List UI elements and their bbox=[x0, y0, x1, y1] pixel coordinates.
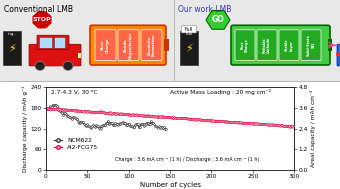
Text: ⚡: ⚡ bbox=[185, 45, 193, 55]
FancyBboxPatch shape bbox=[231, 25, 330, 65]
Text: Charge : 3.6 mA cm⁻² (1 h) / Discharge : 3.6 mA cm⁻² (1 h): Charge : 3.6 mA cm⁻² (1 h) / Discharge :… bbox=[115, 157, 260, 162]
Text: Solid-State
SEI: Solid-State SEI bbox=[307, 34, 315, 56]
FancyBboxPatch shape bbox=[29, 44, 81, 66]
Text: Slow
Charge: Slow Charge bbox=[101, 37, 110, 53]
Text: Full: Full bbox=[185, 27, 193, 32]
Text: ⚡: ⚡ bbox=[8, 45, 16, 55]
Bar bbox=[328, 39, 332, 51]
Text: STOP: STOP bbox=[33, 17, 51, 22]
Text: Our work LMB: Our work LMB bbox=[178, 5, 232, 14]
FancyBboxPatch shape bbox=[54, 37, 66, 48]
Bar bbox=[164, 39, 169, 51]
Circle shape bbox=[63, 61, 73, 70]
Text: Anode
Degradation: Anode Degradation bbox=[124, 32, 133, 59]
FancyBboxPatch shape bbox=[37, 35, 69, 50]
Polygon shape bbox=[32, 11, 52, 29]
FancyBboxPatch shape bbox=[279, 30, 299, 60]
FancyBboxPatch shape bbox=[118, 30, 139, 60]
X-axis label: Number of cycles: Number of cycles bbox=[139, 182, 201, 188]
FancyBboxPatch shape bbox=[182, 26, 197, 33]
Text: ing..: ing.. bbox=[7, 32, 16, 36]
Legend: NCM622, Al2-FCG75: NCM622, Al2-FCG75 bbox=[51, 136, 101, 152]
Text: Conventional LMB: Conventional LMB bbox=[4, 5, 73, 14]
Text: Dendrite
Formation: Dendrite Formation bbox=[147, 34, 156, 56]
Bar bbox=[180, 31, 198, 65]
FancyBboxPatch shape bbox=[337, 44, 340, 66]
Bar bbox=[78, 53, 81, 58]
Text: 2.7-4.3 V, 30 ᵒC: 2.7-4.3 V, 30 ᵒC bbox=[51, 89, 97, 94]
FancyBboxPatch shape bbox=[95, 30, 116, 60]
Text: GO: GO bbox=[211, 15, 224, 24]
Y-axis label: Areal capacity / mAh cm⁻²: Areal capacity / mAh cm⁻² bbox=[310, 90, 317, 167]
FancyBboxPatch shape bbox=[39, 37, 52, 48]
FancyBboxPatch shape bbox=[301, 30, 321, 60]
Circle shape bbox=[336, 52, 340, 56]
Text: Reliable
Cathode: Reliable Cathode bbox=[263, 37, 271, 53]
Text: Active Mass Loading : 20 mg cm⁻²: Active Mass Loading : 20 mg cm⁻² bbox=[170, 89, 271, 95]
FancyBboxPatch shape bbox=[90, 25, 166, 65]
Circle shape bbox=[35, 61, 45, 70]
Text: Stable
Layer: Stable Layer bbox=[285, 39, 293, 51]
Circle shape bbox=[334, 27, 340, 78]
Polygon shape bbox=[206, 10, 230, 29]
Bar bbox=[3, 31, 21, 65]
FancyBboxPatch shape bbox=[235, 30, 255, 60]
Text: Full: Full bbox=[185, 32, 193, 36]
FancyBboxPatch shape bbox=[257, 30, 277, 60]
Text: Fast
Charge: Fast Charge bbox=[241, 38, 249, 52]
FancyBboxPatch shape bbox=[141, 30, 162, 60]
Y-axis label: Discharge capacity / mAh g⁻¹: Discharge capacity / mAh g⁻¹ bbox=[22, 85, 28, 172]
